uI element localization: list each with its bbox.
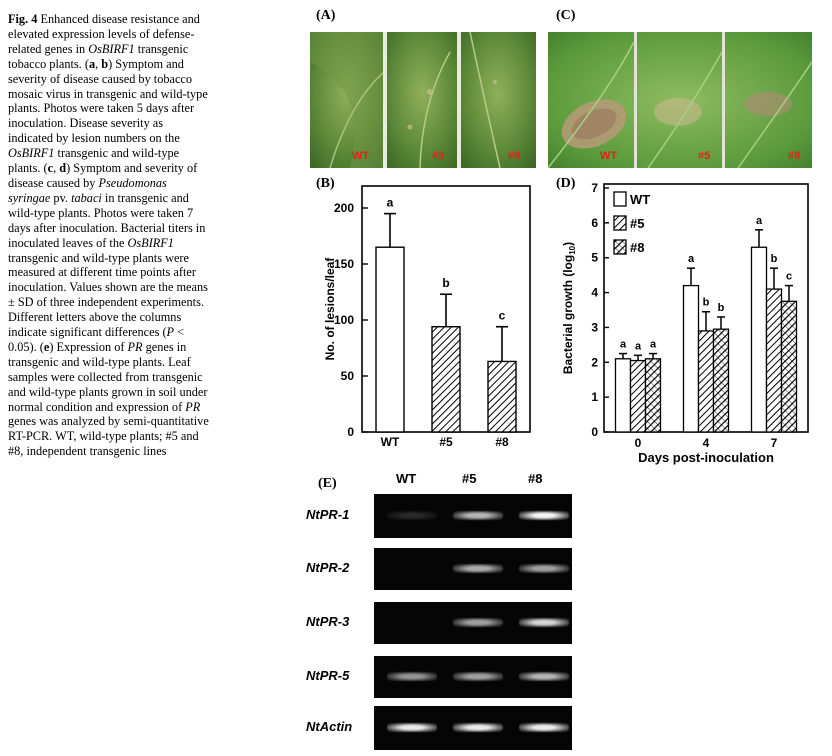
leaf-label-8: #8 [788, 150, 801, 162]
gel-band [387, 672, 437, 681]
legend-swatch [613, 191, 627, 207]
y-tick-label: 200 [334, 201, 354, 215]
y-tick-label: 0 [591, 425, 598, 439]
y-axis-label: No. of lesions/leaf [323, 257, 337, 361]
significance-letter: b [771, 253, 778, 265]
significance-letter: b [718, 302, 725, 314]
gel-band [519, 672, 569, 681]
panel-d-label: (D) [556, 176, 576, 191]
bar [750, 246, 768, 433]
x-tick-label: 7 [771, 436, 778, 450]
leaf-label-5: #5 [698, 150, 711, 162]
significance-letter: a [688, 253, 695, 265]
significance-letter: a [387, 196, 394, 210]
gel-band [519, 723, 569, 732]
bar [697, 330, 715, 433]
gel-band [519, 618, 569, 627]
gel-row-label: NtPR-5 [306, 668, 350, 683]
legend-label: #8 [630, 240, 644, 255]
x-tick-label: WT [381, 435, 400, 449]
gel-band [453, 672, 503, 681]
gel-row-label: NtActin [306, 719, 353, 734]
bar [431, 326, 461, 433]
gel-band [453, 564, 503, 573]
gel-lane-strip [374, 706, 572, 750]
significance-letter: c [499, 309, 506, 323]
leaf-label-wt: WT [600, 150, 618, 162]
gel-row-label: NtPR-2 [306, 560, 350, 575]
gel-row-label: NtPR-1 [306, 507, 350, 522]
significance-letter: c [786, 271, 792, 283]
gel-band [453, 723, 503, 732]
bar [375, 246, 405, 433]
x-tick-label: #8 [495, 435, 509, 449]
panel-c-label: (C) [556, 8, 576, 23]
bar [780, 300, 798, 433]
panel-a-photo: WT #5 #8 [310, 32, 536, 168]
gel-lane-strip [374, 548, 572, 590]
significance-letter: a [756, 215, 763, 227]
significance-letter: a [650, 339, 657, 351]
significance-letter: a [635, 340, 642, 352]
gel-band [387, 723, 437, 732]
y-tick-label: 4 [591, 286, 598, 300]
legend-swatch [613, 239, 627, 255]
x-tick-label: #5 [439, 435, 453, 449]
gel-band [519, 511, 569, 520]
gel-column-label: WT [396, 471, 417, 486]
legend-label: #5 [630, 216, 644, 231]
leaf-label-8: #8 [508, 150, 521, 162]
gel-lane-strip [374, 656, 572, 698]
x-tick-label: 0 [635, 436, 642, 450]
gel-band [453, 618, 503, 627]
bar [629, 359, 647, 433]
gel-lane-strip [374, 494, 572, 538]
panel-c-photo: WT #5 #8 [548, 32, 812, 168]
y-tick-label: 7 [591, 181, 598, 195]
significance-letter: a [620, 339, 627, 351]
gel-row-label: NtPR-3 [306, 614, 350, 629]
y-tick-label: 0 [347, 425, 354, 439]
bar [644, 358, 662, 433]
panel-b-label: (B) [316, 176, 335, 191]
bar [712, 328, 730, 433]
y-tick-label: 100 [334, 313, 354, 327]
gel-column-label: #8 [528, 471, 543, 486]
y-axis-label: Bacterial growth (log10) [561, 242, 577, 374]
y-tick-label: 2 [591, 355, 598, 369]
bar [765, 288, 783, 433]
legend-swatch [613, 215, 627, 231]
legend-label: WT [630, 192, 650, 207]
bar [487, 360, 517, 433]
x-axis-label: Days post-inoculation [638, 450, 774, 465]
y-tick-label: 50 [341, 369, 355, 383]
gel-band [453, 511, 503, 520]
y-tick-label: 3 [591, 320, 598, 334]
plot-frame [603, 183, 809, 433]
gel-band [519, 564, 569, 573]
panel-a-label: (A) [316, 8, 336, 23]
plot-frame [361, 185, 531, 433]
leaf-label-wt: WT [352, 150, 370, 162]
x-tick-label: 4 [703, 436, 710, 450]
gel-lane-strip [374, 602, 572, 644]
y-tick-label: 1 [591, 390, 598, 404]
panel-e-label: (E) [318, 476, 337, 491]
bar [614, 358, 632, 433]
figure-caption: Fig. 4 Enhanced disease resistance and e… [8, 12, 209, 459]
gel-column-label: #5 [462, 471, 477, 486]
y-tick-label: 150 [334, 257, 354, 271]
significance-letter: b [703, 297, 710, 309]
significance-letter: b [442, 276, 449, 290]
y-tick-label: 5 [591, 251, 598, 265]
y-tick-label: 6 [591, 216, 598, 230]
gel-band [387, 511, 437, 520]
bar [682, 284, 700, 433]
leaf-label-5: #5 [432, 150, 445, 162]
